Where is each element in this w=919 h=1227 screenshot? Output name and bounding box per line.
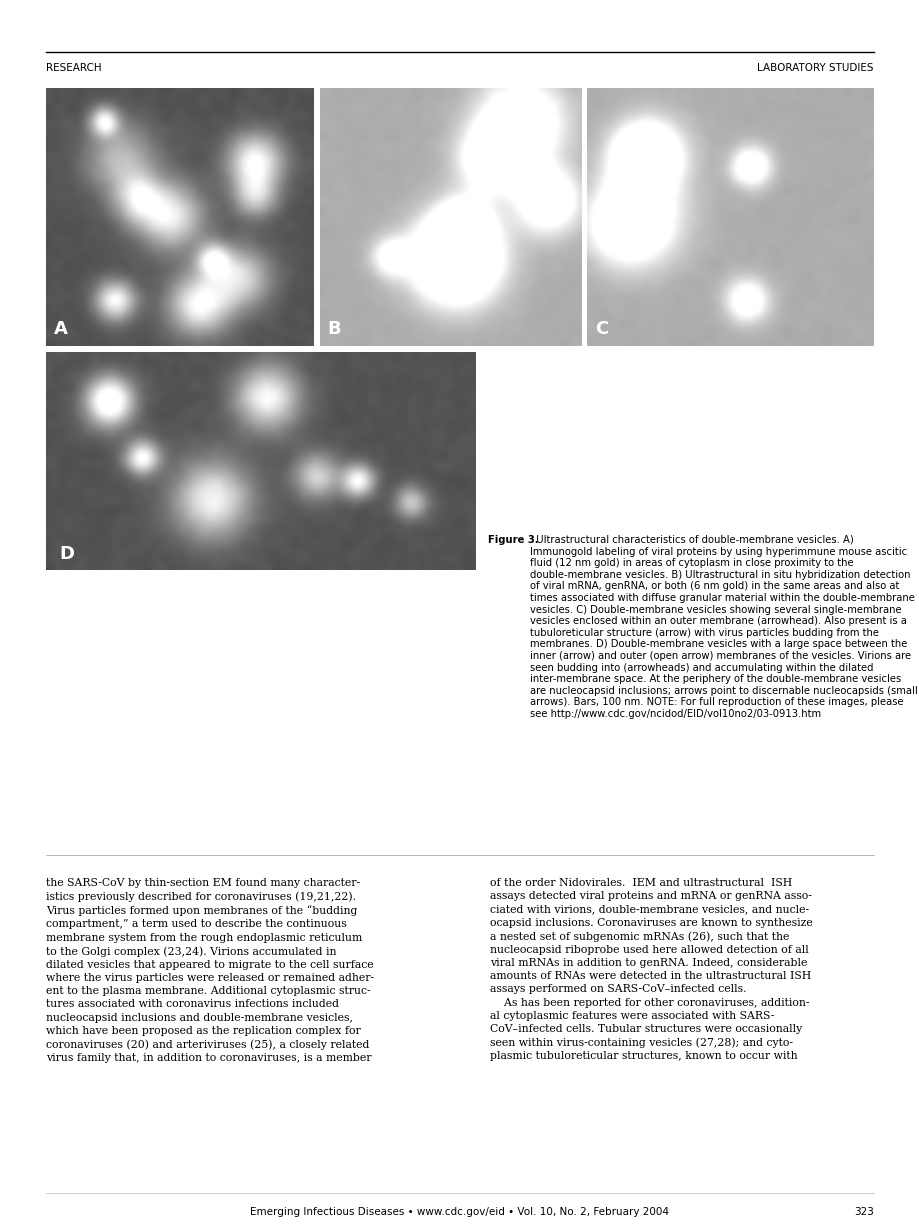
- Text: the SARS-CoV by thin-section EM found many character-
istics previously describe: the SARS-CoV by thin-section EM found ma…: [46, 879, 374, 1063]
- Text: RESEARCH: RESEARCH: [46, 63, 101, 72]
- Text: Ultrastructural characteristics of double-membrane vesicles. A) Immunogold label: Ultrastructural characteristics of doubl…: [529, 535, 917, 719]
- Text: of the order Nidovirales.  IEM and ultrastructural  ISH
assays detected viral pr: of the order Nidovirales. IEM and ultras…: [490, 879, 811, 1061]
- Text: Emerging Infectious Diseases • www.cdc.gov/eid • Vol. 10, No. 2, February 2004: Emerging Infectious Diseases • www.cdc.g…: [250, 1207, 669, 1217]
- Text: LABORATORY STUDIES: LABORATORY STUDIES: [756, 63, 873, 72]
- Text: C: C: [595, 320, 608, 339]
- Text: A: A: [54, 320, 68, 339]
- Text: 323: 323: [853, 1207, 873, 1217]
- Text: B: B: [327, 320, 341, 339]
- Text: Figure 3.: Figure 3.: [487, 535, 538, 545]
- Text: D: D: [59, 546, 74, 563]
